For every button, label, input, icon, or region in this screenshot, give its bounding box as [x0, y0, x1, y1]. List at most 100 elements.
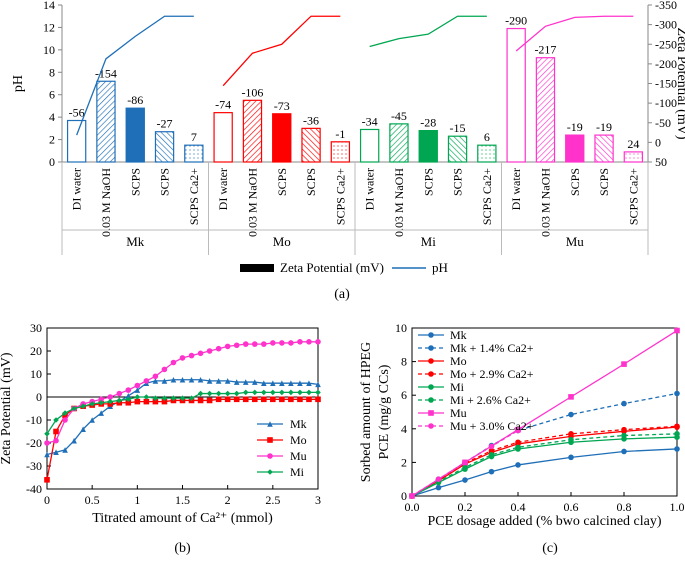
b-x-tick-label: 2 [225, 493, 231, 507]
c-x-tick-label: 1.0 [670, 500, 685, 514]
bar-Mo-3 [301, 127, 321, 163]
b-ylabel: Zeta Potential (mV) [0, 352, 14, 464]
c-legend-marker [428, 345, 434, 351]
b-legend-marker [267, 469, 273, 475]
a-right-tick-label: -300 [655, 18, 677, 32]
category-label: SCPS [128, 168, 142, 196]
c-legend-label: Mi + 2.6% Ca2+ [450, 393, 531, 407]
b-y-tick-label: 30 [30, 321, 42, 335]
a-left-tick-label: 14 [43, 0, 55, 12]
bar-Mu-3 [594, 134, 614, 163]
b-point-Mi [62, 410, 68, 416]
b-y-tick-label: -40 [26, 482, 42, 496]
c-legend-marker [428, 384, 434, 390]
b-point-Mu [251, 341, 258, 347]
b-x-tick-label: 0 [44, 493, 50, 507]
c-point-Mk + 1.4% Ca2+ [674, 390, 680, 397]
b-point-Mi [53, 417, 59, 423]
bar-Mu-1 [535, 57, 556, 163]
ph-line-Mu [515, 15, 634, 52]
b-point-Mo [306, 396, 312, 403]
b-point-Mk [306, 380, 312, 386]
b-point-Mu [215, 345, 222, 352]
c-legend-label: Mk [450, 328, 467, 342]
b-point-Mk [215, 378, 222, 384]
a-left-tick-label: 8 [49, 65, 55, 79]
b-point-Mk [98, 410, 104, 416]
c-legend-marker [428, 358, 434, 364]
zeta-data-label: -1 [335, 127, 345, 141]
b-point-Mi [107, 398, 114, 405]
zeta-data-label: -34 [362, 114, 378, 128]
category-label: SCPS Ca2+ [626, 168, 640, 225]
bar-Mo-0 [213, 112, 233, 163]
b-point-Mo [44, 477, 50, 483]
b-point-Mi [251, 389, 258, 396]
zeta-data-label: -74 [215, 98, 231, 112]
b-x-tick-label: 0.5 [85, 493, 100, 507]
bar-Mi-4 [477, 144, 497, 163]
b-point-Mu [152, 373, 159, 380]
b-point-Mk [53, 449, 59, 455]
c-series-Mi + 2.6% Ca2+ [411, 433, 678, 497]
category-label: SCPS [421, 168, 435, 196]
b-point-Mi [315, 389, 321, 396]
b-point-Mi [71, 405, 77, 412]
zeta-data-label: -73 [274, 99, 290, 113]
b-point-Mi [89, 401, 95, 407]
panel-label-c: (c) [542, 541, 558, 556]
category-label: SCPS [275, 168, 289, 196]
category-label: SCPS [451, 168, 465, 196]
c-series-Mo + 2.9% Ca2+ [411, 425, 678, 497]
bar-Mk-1 [96, 80, 116, 163]
c-legend-label: Mo [450, 354, 467, 368]
a-right-tick-label: -200 [655, 57, 677, 71]
b-legend-label: Mo [290, 433, 307, 447]
b-point-Mk [152, 378, 159, 384]
b-point-Mk [261, 380, 267, 386]
b-point-Mi [44, 431, 50, 437]
b-point-Mu [306, 339, 312, 345]
category-label: SCPS [304, 168, 318, 196]
zeta-data-label: -27 [157, 117, 173, 131]
legend-ph-label: pH [432, 260, 448, 275]
a-ylabel-left: pH [11, 75, 26, 92]
category-label: SCPS [597, 168, 611, 196]
b-point-Mi [134, 394, 141, 400]
b-point-Mi [242, 389, 249, 396]
c-legend-marker [428, 397, 434, 403]
zeta-data-label: -86 [127, 93, 143, 107]
bar-Mu-0 [506, 27, 526, 163]
b-point-Mi [197, 390, 204, 397]
bar-Mi-2 [418, 130, 438, 163]
zeta-data-label: 24 [627, 137, 639, 151]
c-series-Mk [411, 448, 678, 497]
c-point-Mi + 2.6% Ca2+ [462, 464, 468, 471]
b-point-Mo [152, 398, 159, 405]
b-point-Mo [233, 396, 240, 403]
c-y-tick-label: 4 [401, 422, 407, 436]
c-point-Mu [621, 361, 627, 367]
b-point-Mk [315, 381, 321, 388]
b-point-Mk [161, 378, 168, 384]
b-y-tick-label: -10 [26, 413, 42, 427]
c-legend-marker [428, 423, 434, 429]
b-point-Mk [288, 380, 294, 386]
b-point-Mu [288, 340, 294, 346]
c-point-Mu [674, 327, 680, 334]
c-y-tick-label: 2 [401, 455, 407, 469]
c-point-Mu + 3.0% Ca2+ [409, 493, 415, 499]
b-point-Mk [170, 376, 177, 383]
c-point-Mo + 2.9% Ca2+ [568, 431, 574, 437]
b-point-Mo [315, 396, 321, 403]
category-label: 0.03 M NaOH [538, 168, 552, 237]
zeta-data-label: -19 [567, 120, 583, 134]
c-point-Mk [621, 448, 627, 455]
legend-zeta-swatch [240, 264, 274, 272]
c-point-Mi + 2.6% Ca2+ [568, 436, 574, 443]
b-point-Mk [206, 378, 213, 384]
b-point-Mi [80, 403, 86, 409]
b-point-Mi [152, 395, 159, 401]
c-point-Mk + 1.4% Ca2+ [568, 411, 574, 418]
b-point-Mu [261, 341, 267, 347]
